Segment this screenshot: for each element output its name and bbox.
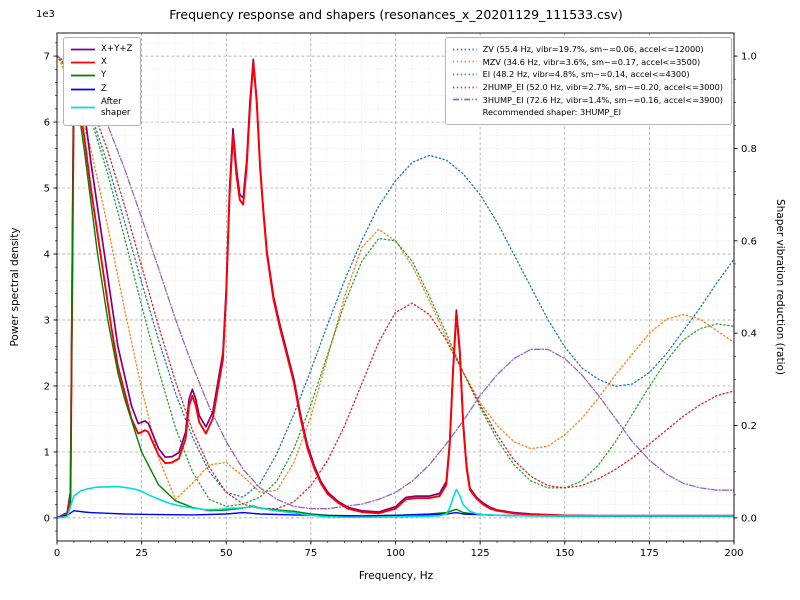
tick-marks (53, 55, 738, 545)
shaper-legend-item-ei: EI (48.2 Hz, vibr=4.8%, sm~=0.14, accel<… (452, 69, 723, 80)
chart-title: Frequency response and shapers (resonanc… (169, 7, 623, 22)
y-tick-label-left: 2 (44, 381, 50, 392)
x-tick-label: 25 (135, 548, 148, 559)
x-tick-label: 200 (724, 548, 743, 559)
legend-line-sample (71, 88, 95, 90)
psd-series-group (57, 42, 734, 519)
shaper-legend-item-mzv: MZV (34.6 Hz, vibr=3.6%, sm~=0.17, accel… (452, 57, 723, 68)
legend-line-sample (452, 48, 477, 51)
series-mzv (57, 55, 734, 501)
legend-line-sample (452, 73, 477, 76)
y-tick-label-right: 0.4 (741, 329, 757, 340)
y-tick-label-right: 0.2 (741, 421, 757, 432)
shaper-series-group (57, 55, 734, 510)
y-tick-label-right: 1.0 (741, 52, 757, 63)
psd-legend-item-z-label: Z (101, 83, 107, 94)
psd-legend-item-x-y-z: X+Y+Z (70, 44, 132, 55)
psd-legend-item-after-shaper-label: After shaper (101, 96, 131, 118)
y-tick-label-left: 6 (44, 118, 50, 129)
y-tick-label-right: 0.8 (741, 144, 757, 155)
y-tick-label-left: 7 (44, 52, 50, 63)
legend-line-sample (71, 75, 95, 77)
shaper-legend-item-zv-label: ZV (55.4 Hz, vibr=19.7%, sm~=0.06, accel… (482, 44, 704, 54)
psd-legend-item-x-y-z-label: X+Y+Z (101, 44, 133, 54)
legend-line-sample (71, 107, 95, 109)
shaper-legend-item-3hump-ei-label: 3HUMP_EI (72.6 Hz, vibr=1.4%, sm~=0.16, … (482, 94, 723, 105)
legend-blank-sample (452, 108, 478, 117)
shaper-legend-item-2hump-ei: 2HUMP_EI (52.0 Hz, vibr=2.7%, sm~=0.20, … (452, 82, 723, 93)
recommended-shaper-note-label: Recommended shaper: 3HUMP_EI (482, 107, 622, 118)
y-tick-label-left: 3 (44, 315, 50, 326)
x-tick-label: 100 (386, 548, 405, 559)
y-axis-label-left: Power spectral density (9, 227, 21, 347)
y-tick-label-right: 0.6 (741, 236, 757, 247)
legend-line-sample (452, 61, 477, 63)
psd-legend: X+Y+Z X Y Z After shaper (63, 37, 142, 127)
shaper-legend-item-2hump-ei-label: 2HUMP_EI (52.0 Hz, vibr=2.7%, sm~=0.20, … (482, 81, 723, 92)
shaper-legend-item-zv: ZV (55.4 Hz, vibr=19.7%, sm~=0.06, accel… (452, 44, 723, 55)
y-tick-label-left: 4 (44, 250, 50, 261)
y-tick-label-left: 0 (44, 513, 50, 524)
x-tick-label: 75 (305, 548, 318, 559)
x-tick-label: 0 (54, 548, 60, 559)
shaper-legend-item-mzv-label: MZV (34.6 Hz, vibr=3.6%, sm~=0.17, accel… (482, 56, 701, 67)
shaper-legend: ZV (55.4 Hz, vibr=19.7%, sm~=0.06, accel… (444, 37, 732, 125)
y-axis-label-right: Shaper vibration reduction (ratio) (774, 198, 786, 376)
x-tick-label: 125 (471, 548, 490, 559)
psd-legend-item-x: X (70, 57, 132, 68)
x-tick-label: 175 (640, 548, 659, 559)
x-tick-label: 50 (220, 548, 233, 559)
series-3hump-ei (57, 55, 734, 510)
x-axis-label: Frequency, Hz (358, 570, 434, 582)
minor-tick-marks (55, 42, 736, 543)
legend-line-sample (71, 48, 95, 51)
psd-legend-item-x-label: X (101, 57, 107, 68)
y-tick-label-left: 5 (44, 184, 50, 195)
recommended-shaper-note: Recommended shaper: 3HUMP_EI (452, 107, 723, 118)
psd-legend-item-z: Z (70, 84, 132, 95)
series-2hump-ei (57, 55, 734, 510)
series-x (57, 61, 734, 519)
psd-legend-item-y-label: Y (101, 70, 107, 81)
series-ei (57, 55, 734, 508)
shaper-legend-item-3hump-ei: 3HUMP_EI (72.6 Hz, vibr=1.4%, sm~=0.16, … (452, 95, 723, 106)
y-tick-label-right: 0.0 (741, 513, 757, 524)
psd-legend-item-after-shaper: After shaper (70, 97, 132, 119)
y-tick-label-left: 1 (44, 447, 50, 458)
legend-line-sample (452, 86, 477, 89)
legend-line-sample (71, 61, 95, 64)
shaper-legend-item-ei-label: EI (48.2 Hz, vibr=4.8%, sm~=0.14, accel<… (482, 69, 690, 80)
legend-line-sample (452, 99, 477, 101)
series-zv (57, 55, 734, 498)
y-axis-offset-text: 1e3 (36, 9, 55, 20)
psd-legend-item-y: Y (70, 70, 132, 81)
series-after-shaper (57, 485, 734, 519)
series-z (57, 510, 734, 519)
x-tick-label: 150 (555, 548, 574, 559)
